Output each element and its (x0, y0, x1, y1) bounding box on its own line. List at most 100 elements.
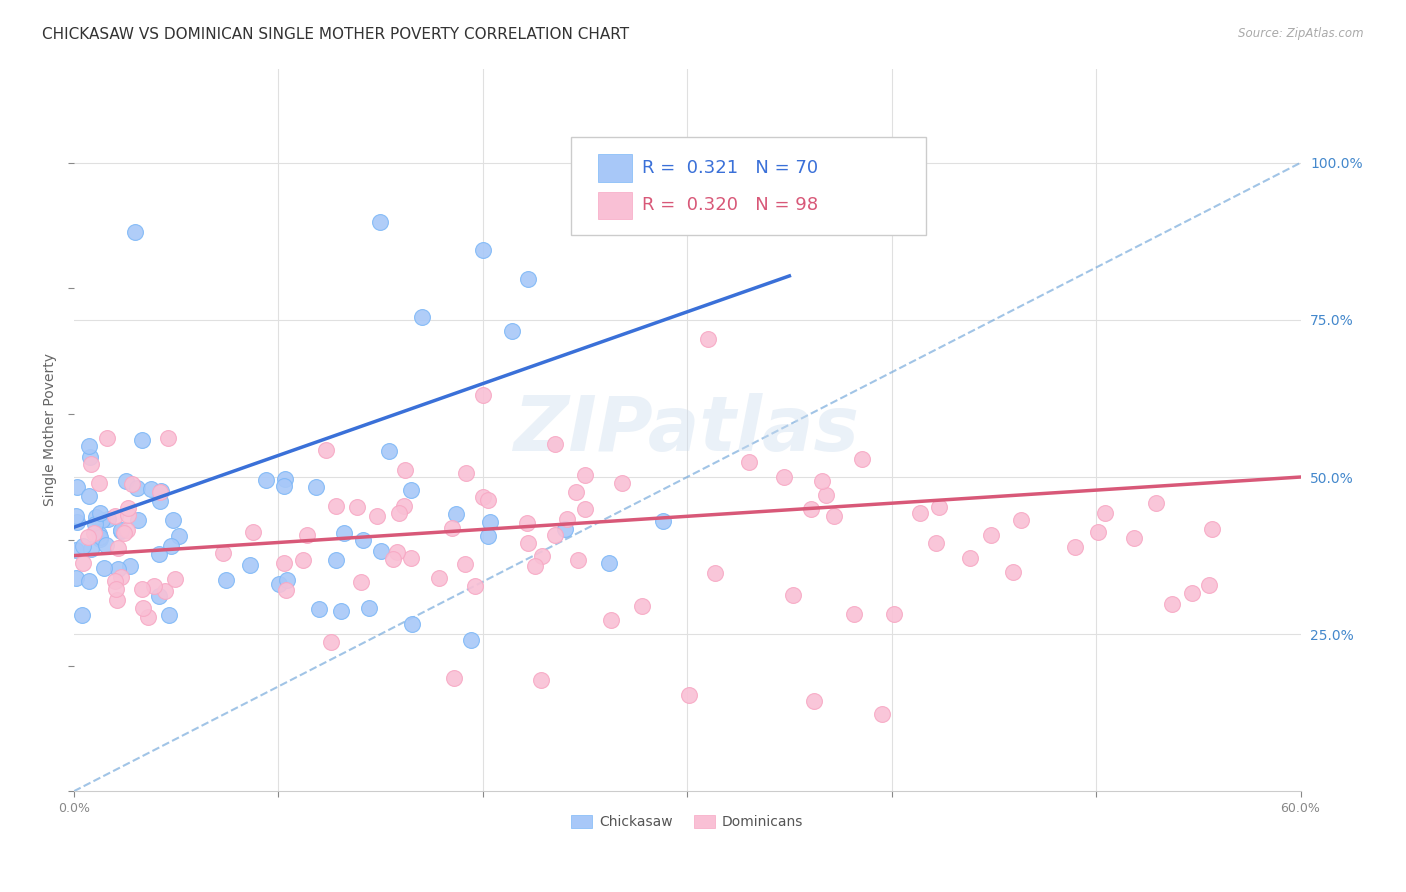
Point (77, 530, 100, 544)
Point (305, 480, 328, 494)
Point (65, 543, 87, 558)
Text: ZIPatlas: ZIPatlas (515, 392, 860, 467)
Point (411, 310, 433, 324)
Point (65, 509, 87, 524)
Point (378, 444, 401, 458)
Point (93, 561, 115, 575)
Point (471, 490, 494, 504)
Point (567, 552, 589, 566)
Point (479, 515, 502, 529)
Point (870, 706, 893, 721)
Point (630, 599, 652, 614)
Y-axis label: Single Mother Poverty: Single Mother Poverty (44, 353, 58, 507)
Point (89, 530, 111, 544)
Point (925, 535, 948, 549)
Point (321, 634, 343, 648)
Point (401, 616, 423, 631)
Point (131, 433, 153, 447)
Point (399, 483, 422, 498)
Point (678, 689, 700, 703)
Point (574, 502, 596, 516)
Point (105, 593, 128, 607)
Point (1198, 577, 1220, 591)
Point (346, 500, 368, 514)
Point (471, 388, 494, 402)
Point (1181, 585, 1204, 599)
Point (1064, 540, 1087, 554)
Point (738, 454, 761, 468)
Point (574, 467, 596, 482)
Point (66, 480, 89, 494)
Point (1160, 597, 1182, 611)
Point (94, 538, 117, 552)
Point (1010, 513, 1032, 527)
Point (239, 558, 262, 573)
Point (66, 515, 89, 529)
Point (851, 452, 873, 467)
FancyBboxPatch shape (571, 137, 927, 235)
Point (110, 570, 132, 584)
Point (276, 573, 298, 587)
Point (87, 476, 110, 491)
Point (388, 506, 411, 520)
Point (401, 551, 423, 566)
Point (980, 528, 1002, 542)
Point (382, 552, 405, 566)
Point (131, 582, 153, 597)
Point (89, 506, 111, 520)
Point (274, 583, 297, 598)
Point (149, 485, 172, 500)
Point (79, 489, 101, 503)
Point (103, 508, 125, 523)
Point (325, 500, 347, 514)
FancyBboxPatch shape (598, 154, 631, 182)
Point (959, 550, 981, 565)
Point (517, 271, 540, 285)
Point (501, 324, 523, 338)
Point (1087, 524, 1109, 539)
Point (555, 512, 578, 526)
Point (530, 673, 553, 687)
Point (273, 479, 295, 493)
Point (811, 474, 834, 488)
Point (118, 559, 141, 574)
Point (815, 488, 838, 502)
Point (564, 485, 586, 500)
Point (696, 332, 718, 346)
Point (148, 589, 170, 603)
Point (274, 472, 297, 486)
Point (394, 463, 416, 477)
Point (162, 513, 184, 527)
Point (163, 572, 186, 586)
Point (117, 501, 139, 516)
Point (97, 512, 120, 526)
Point (267, 576, 290, 591)
Point (77, 439, 100, 453)
Point (1201, 522, 1223, 536)
Point (157, 431, 180, 445)
Point (349, 574, 371, 589)
Point (1002, 565, 1025, 579)
Point (115, 523, 138, 537)
Point (315, 442, 337, 457)
Point (124, 225, 146, 239)
Point (84, 509, 107, 524)
Point (464, 579, 486, 593)
Point (370, 215, 392, 229)
Point (142, 579, 165, 593)
Text: CHICKASAW VS DOMINICAN SINGLE MOTHER POVERTY CORRELATION CHART: CHICKASAW VS DOMINICAN SINGLE MOTHER POV… (42, 27, 630, 42)
Point (772, 470, 794, 484)
Point (242, 525, 264, 540)
Point (72, 557, 94, 571)
Point (72, 539, 94, 553)
Point (70, 608, 93, 623)
Point (352, 533, 374, 548)
Point (80, 457, 103, 471)
Point (127, 481, 149, 495)
Point (295, 527, 318, 541)
Point (291, 553, 314, 567)
Point (83, 526, 105, 541)
Point (477, 529, 499, 543)
Point (273, 556, 295, 570)
Point (110, 524, 132, 538)
